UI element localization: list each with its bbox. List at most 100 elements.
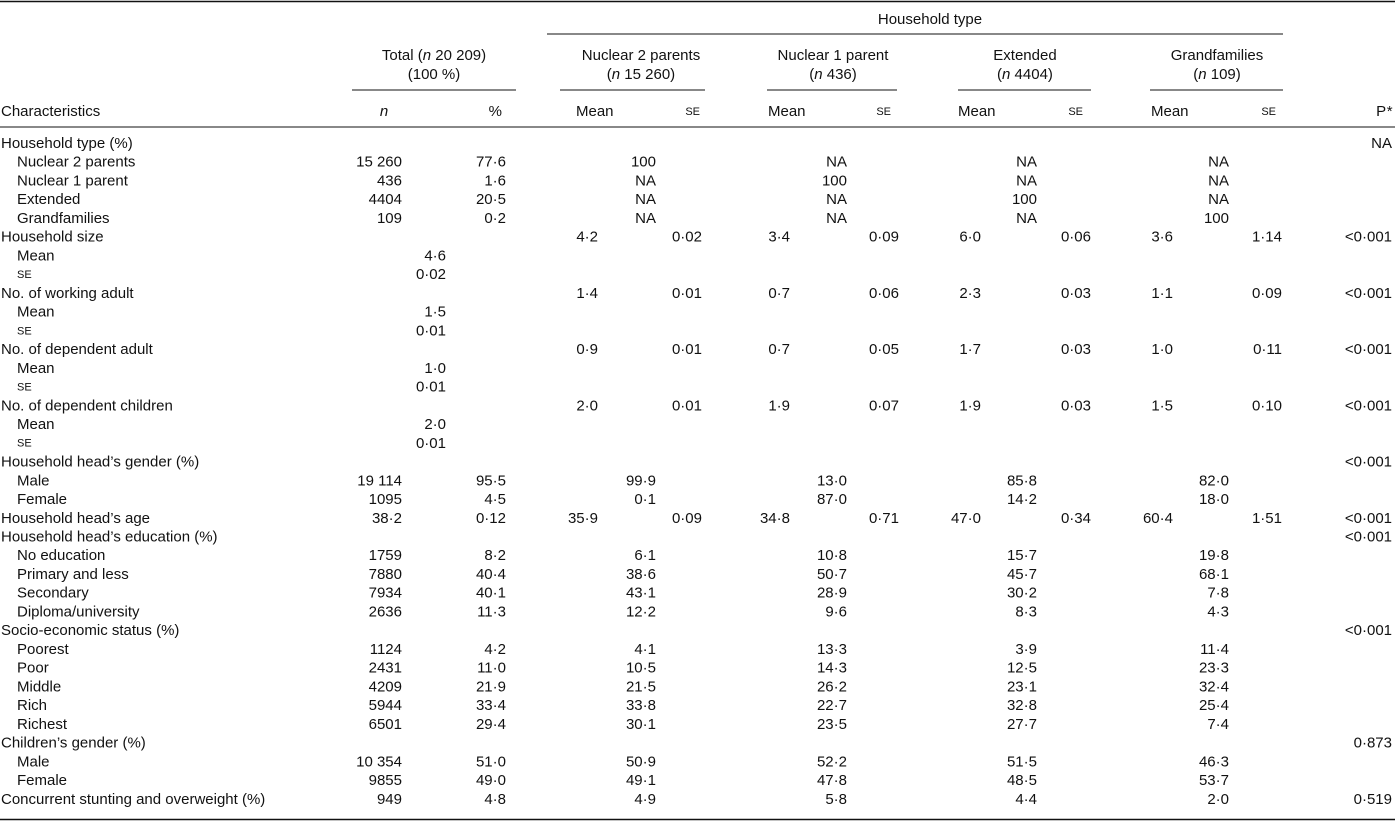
cell: 30·1 (626, 716, 656, 733)
row-label: No education (17, 547, 105, 564)
row-label: Rich (17, 697, 47, 714)
column-header: SE (1068, 106, 1083, 118)
cell: 35·9 (568, 510, 598, 527)
column-header: (n 109) (1193, 66, 1241, 83)
cell: 10·8 (817, 547, 847, 564)
cell: 50·7 (817, 566, 847, 583)
cell: 45·7 (1007, 566, 1037, 583)
cell: 0·06 (1061, 229, 1091, 246)
cell: 0·03 (1061, 285, 1091, 302)
column-header-part: * (1386, 103, 1393, 120)
cell: 4·8 (484, 791, 506, 808)
section-label: Household head’s gender (%) (1, 454, 199, 471)
row-label: Poor (17, 660, 49, 677)
cell: 68·1 (1199, 566, 1229, 583)
cell: 34·8 (760, 510, 790, 527)
cell: 0·519 (1354, 791, 1392, 808)
cell: 12·5 (1007, 660, 1037, 677)
cell: <0·001 (1345, 622, 1392, 639)
column-header: P* (1376, 103, 1393, 120)
cell: 46·3 (1199, 753, 1229, 770)
column-header-part: ( (607, 66, 612, 83)
row-label: Poorest (17, 641, 70, 658)
cell: 100 (631, 154, 656, 171)
column-header: (n 436) (809, 66, 857, 83)
section-label: Children’s gender (%) (1, 735, 146, 752)
section-label: No. of dependent adult (1, 341, 154, 358)
cell: 4404 (369, 191, 402, 208)
cell: 0·7 (768, 341, 790, 358)
cell: <0·001 (1345, 529, 1392, 546)
cell: 32·8 (1007, 697, 1037, 714)
cell: 0·71 (869, 510, 899, 527)
cell: <0·001 (1345, 285, 1392, 302)
column-header-part: Total ( (382, 47, 423, 64)
cell: 4·2 (576, 229, 598, 246)
column-header-part: ( (809, 66, 814, 83)
cell: 12·2 (626, 603, 656, 620)
section-label: Concurrent stunting and overweight (%) (1, 791, 265, 808)
cell: 100 (1012, 191, 1037, 208)
column-header: Mean (768, 103, 806, 120)
row-label: Nuclear 2 parents (17, 154, 135, 171)
cell: 23·1 (1007, 678, 1037, 695)
cell: 85·8 (1007, 472, 1037, 489)
cell: 0·09 (1252, 285, 1282, 302)
cell: 32·4 (1199, 678, 1229, 695)
section-label: Household head’s education (%) (1, 529, 218, 546)
cell: 1·4 (576, 285, 598, 302)
cell: 109 (377, 210, 402, 227)
cell: 4·2 (484, 641, 506, 658)
cell: 4·3 (1207, 603, 1229, 620)
column-header-part: ( (997, 66, 1002, 83)
column-header-part: P (1376, 103, 1386, 120)
cell: 1·9 (768, 397, 790, 414)
row-label: Secondary (17, 585, 89, 602)
cell: 7·4 (1207, 716, 1229, 733)
cell: NA (1208, 191, 1229, 208)
column-header: n (380, 103, 388, 120)
row-label: Mean (17, 416, 55, 433)
cell: NA (1016, 154, 1037, 171)
cell: 19 114 (357, 472, 402, 489)
row-label: Middle (17, 678, 61, 695)
cell: 1·6 (484, 172, 506, 189)
cell: 20·5 (476, 191, 506, 208)
cell: 6501 (369, 716, 402, 733)
cell: 9855 (369, 772, 402, 789)
column-header: SE (1261, 106, 1276, 118)
cell: 10 354 (356, 753, 402, 770)
cell: 27·7 (1007, 716, 1037, 733)
cell: 4·1 (634, 641, 656, 658)
column-header-part: 20 209) (431, 47, 486, 64)
column-header: (n 4404) (997, 66, 1053, 83)
cell: 11·0 (477, 660, 506, 677)
row-label: Primary and less (17, 566, 129, 583)
column-header: Mean (576, 103, 614, 120)
section-label: No. of working adult (1, 285, 134, 302)
cell: 0·02 (672, 229, 702, 246)
cell: 1·51 (1252, 510, 1282, 527)
spanner: Household type (878, 11, 982, 28)
cell: NA (635, 172, 656, 189)
cell: 14·3 (817, 660, 847, 677)
row-label: Mean (17, 360, 55, 377)
column-header: % (489, 103, 502, 120)
section-label: No. of dependent children (1, 397, 173, 414)
section-label: Socio-economic status (%) (1, 622, 179, 639)
cell: 48·5 (1007, 772, 1037, 789)
column-header: Grandfamilies (1171, 47, 1264, 64)
row-label: Male (17, 472, 50, 489)
cell: NA (1208, 172, 1229, 189)
cell: 3·4 (768, 229, 790, 246)
cell: NA (1016, 172, 1037, 189)
column-header-part: 4404) (1010, 66, 1053, 83)
cell: 6·1 (634, 547, 656, 564)
column-header: Mean (958, 103, 996, 120)
cell: 3·6 (1151, 229, 1173, 246)
cell: 13·0 (817, 472, 847, 489)
cell: 77·6 (476, 154, 506, 171)
cell: 0·873 (1354, 735, 1392, 752)
cell: 18·0 (1199, 491, 1229, 508)
cell: 15·7 (1007, 547, 1037, 564)
